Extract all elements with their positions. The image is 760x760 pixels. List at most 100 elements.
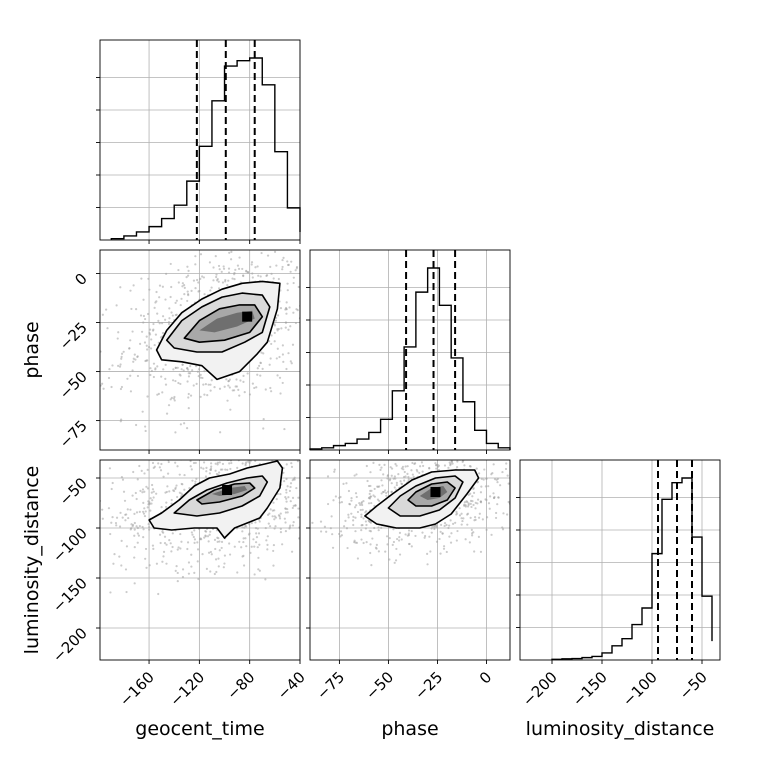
scatter-point	[424, 534, 427, 538]
scatter-point	[310, 238, 312, 240]
scatter-point	[209, 389, 212, 392]
scatter-point	[273, 527, 276, 530]
scatter-point	[556, 478, 558, 480]
scatter-point	[316, 250, 318, 252]
scatter-point	[218, 471, 221, 474]
scatter-point	[289, 500, 292, 503]
x-tick-label-luminosity_distance: −200	[519, 668, 561, 710]
scatter-point	[270, 334, 273, 337]
scatter-point	[141, 488, 145, 491]
scatter-point	[248, 461, 251, 464]
scatter-point	[176, 366, 179, 369]
scatter-point	[251, 272, 254, 275]
y-tick-label-luminosity_distance: −200	[49, 624, 91, 666]
scatter-point	[344, 519, 347, 522]
scatter-point	[481, 426, 483, 428]
scatter-point	[187, 292, 190, 296]
scatter-point	[172, 368, 175, 371]
scatter-point	[191, 479, 194, 482]
scatter-point	[273, 518, 276, 521]
scatter-point	[256, 373, 259, 376]
scatter-point	[303, 494, 305, 496]
scatter-point	[360, 513, 363, 516]
scatter-point	[370, 564, 373, 567]
scatter-point	[199, 373, 202, 377]
scatter-point	[113, 552, 116, 556]
scatter-point	[478, 512, 481, 515]
scatter-point	[193, 541, 196, 544]
scatter-point	[360, 538, 363, 541]
x-tick-label-phase: −25	[411, 668, 446, 703]
scatter-point	[291, 343, 295, 346]
scatter-point	[353, 506, 357, 509]
scatter-point	[204, 534, 207, 537]
scatter-point	[140, 469, 143, 472]
scatter-point	[257, 556, 260, 559]
scatter-point	[199, 395, 202, 398]
scatter-point	[367, 502, 371, 505]
scatter-point	[216, 278, 219, 281]
scatter-point	[288, 527, 291, 530]
scatter-point	[119, 420, 122, 423]
scatter-point	[458, 507, 461, 510]
scatter-point	[210, 286, 213, 289]
scatter-point	[506, 474, 509, 477]
scatter-point	[360, 515, 363, 519]
scatter-point	[350, 499, 353, 502]
y-axis-label-luminosity_distance: luminosity_distance	[21, 466, 43, 655]
scatter-point	[121, 516, 124, 519]
scatter-point	[133, 534, 136, 537]
scatter-point	[355, 504, 358, 507]
scatter-point	[355, 495, 358, 499]
scatter-point	[281, 353, 285, 356]
scatter-point	[130, 307, 133, 311]
scatter-point	[259, 275, 262, 278]
scatter-point	[354, 516, 357, 519]
scatter-point	[158, 296, 161, 299]
scatter-point	[249, 455, 251, 457]
scatter-point	[294, 504, 297, 507]
scatter-point	[373, 444, 375, 446]
scatter-point	[229, 467, 232, 471]
scatter-point	[148, 528, 151, 531]
scatter-point	[412, 475, 415, 479]
scatter-point	[129, 508, 132, 511]
scatter-point	[221, 281, 225, 284]
scatter-point	[312, 333, 314, 335]
scatter-point	[445, 550, 448, 554]
scatter-point	[222, 451, 224, 453]
scatter-point	[492, 492, 495, 495]
scatter-point	[434, 462, 437, 465]
scatter-point	[456, 460, 459, 463]
scatter-point	[149, 328, 152, 331]
scatter-point	[501, 470, 504, 474]
scatter-point	[237, 388, 240, 391]
scatter-point	[302, 495, 304, 497]
scatter-point	[156, 365, 159, 368]
scatter-point	[289, 360, 292, 363]
scatter-point	[154, 367, 157, 370]
scatter-point	[158, 533, 162, 536]
scatter-point	[255, 536, 259, 539]
scatter-point	[291, 506, 294, 510]
scatter-point	[304, 292, 306, 294]
scatter-point	[157, 319, 160, 322]
scatter-point	[216, 540, 219, 543]
scatter-point	[131, 494, 134, 497]
scatter-point	[220, 540, 224, 543]
scatter-point	[462, 454, 464, 456]
scatter-point	[295, 486, 298, 490]
scatter-point	[284, 521, 287, 524]
scatter-point	[143, 341, 147, 344]
scatter-point	[327, 444, 329, 446]
scatter-point	[210, 462, 213, 465]
scatter-point	[261, 456, 263, 458]
scatter-point	[142, 512, 146, 515]
scatter-point	[204, 475, 208, 478]
scatter-point	[189, 460, 192, 463]
scatter-point	[142, 321, 145, 324]
scatter-point	[381, 484, 384, 487]
contour-line-1	[165, 292, 271, 353]
scatter-point	[274, 319, 277, 322]
scatter-point	[201, 275, 204, 278]
